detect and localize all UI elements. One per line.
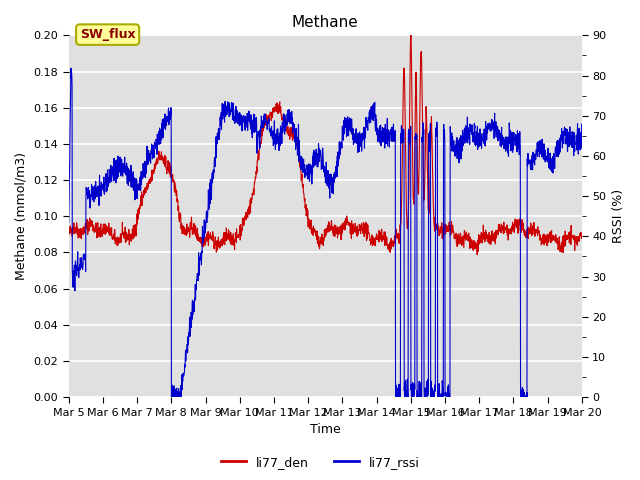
X-axis label: Time: Time xyxy=(310,423,340,436)
Y-axis label: RSSI (%): RSSI (%) xyxy=(612,189,625,243)
Y-axis label: Methane (mmol/m3): Methane (mmol/m3) xyxy=(15,152,28,280)
Legend: li77_den, li77_rssi: li77_den, li77_rssi xyxy=(216,451,424,474)
Text: SW_flux: SW_flux xyxy=(80,28,136,41)
Title: Methane: Methane xyxy=(292,15,358,30)
